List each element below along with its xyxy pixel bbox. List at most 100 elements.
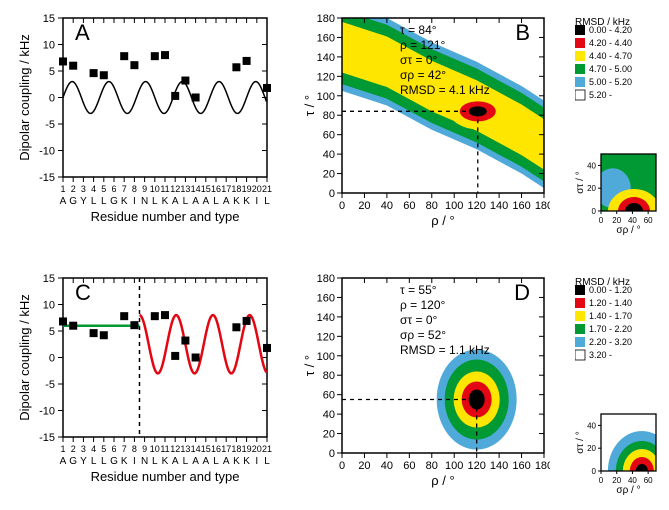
svg-text:40: 40 [381,200,393,212]
svg-text:G: G [110,196,118,207]
svg-text:0.00 - 4.20: 0.00 - 4.20 [589,25,632,35]
svg-text:A: A [202,196,209,207]
svg-text:40: 40 [628,476,637,485]
svg-text:9: 9 [142,184,147,194]
svg-text:1.20 - 1.40: 1.20 - 1.40 [589,298,632,308]
figure: -15-10-5051015Dipolar coupling / kHz1A2G… [0,0,669,510]
svg-text:L: L [213,456,219,467]
svg-text:-15: -15 [39,432,55,444]
svg-text:18: 18 [231,444,241,454]
svg-text:16: 16 [211,444,221,454]
svg-text:5.20 -: 5.20 - [589,90,612,100]
svg-text:160: 160 [512,200,530,212]
svg-text:100: 100 [445,460,463,472]
svg-text:B: B [515,20,530,45]
svg-text:100: 100 [317,351,335,363]
svg-text:G: G [69,456,77,467]
svg-text:RMSD = 1.1 kHz: RMSD = 1.1 kHz [400,343,490,357]
svg-text:-10: -10 [39,146,55,158]
svg-text:15: 15 [43,13,55,25]
svg-text:τ / °: τ / ° [302,95,317,116]
svg-text:Dipolar coupling / kHz: Dipolar coupling / kHz [17,294,32,420]
svg-text:0: 0 [599,476,604,485]
svg-text:2.20 - 3.20: 2.20 - 3.20 [589,337,632,347]
svg-text:K: K [121,456,128,467]
svg-text:σρ / °: σρ / ° [616,485,640,495]
svg-text:K: K [243,456,250,467]
svg-text:120: 120 [467,460,485,472]
svg-text:L: L [91,456,97,467]
svg-text:L: L [183,456,189,467]
svg-text:21: 21 [262,184,272,194]
svg-text:140: 140 [490,200,508,212]
svg-text:I: I [255,196,258,207]
svg-text:100: 100 [317,91,335,103]
svg-text:1: 1 [60,444,65,454]
svg-text:20: 20 [252,184,262,194]
svg-text:8: 8 [132,444,137,454]
svg-text:Residue number and type: Residue number and type [91,469,240,484]
svg-text:80: 80 [426,200,438,212]
svg-text:60: 60 [403,460,415,472]
svg-text:40: 40 [381,460,393,472]
svg-text:K: K [162,196,169,207]
svg-text:τ = 84°: τ = 84° [400,23,437,37]
svg-text:ρ / °: ρ / ° [431,473,454,488]
svg-text:40: 40 [587,161,596,170]
svg-text:ρ / °: ρ / ° [431,213,454,228]
svg-text:A: A [75,20,90,45]
svg-text:80: 80 [426,460,438,472]
svg-text:-15: -15 [39,172,55,184]
svg-text:40: 40 [323,149,335,161]
svg-text:0: 0 [49,93,55,105]
svg-text:12: 12 [170,444,180,454]
svg-text:ρ = 120°: ρ = 120° [400,298,446,312]
svg-text:A: A [172,196,179,207]
svg-text:120: 120 [467,200,485,212]
svg-text:4: 4 [91,444,96,454]
svg-text:Dipolar coupling / kHz: Dipolar coupling / kHz [17,34,32,160]
svg-text:A: A [223,196,230,207]
panel-d-legend: RMSD / kHz0.00 - 1.201.20 - 1.401.40 - 1… [575,275,660,375]
svg-text:16: 16 [211,184,221,194]
svg-text:13: 13 [180,184,190,194]
panel-d-inset: 020406002040σρ / °στ / ° [575,410,660,495]
svg-text:7: 7 [122,444,127,454]
svg-text:N: N [141,456,148,467]
svg-text:L: L [264,196,270,207]
svg-text:11: 11 [160,444,169,454]
svg-text:-10: -10 [39,406,55,418]
svg-text:L: L [101,196,107,207]
svg-text:7: 7 [122,184,127,194]
svg-text:3.20 -: 3.20 - [589,350,612,360]
svg-text:15: 15 [201,444,211,454]
svg-text:9: 9 [142,444,147,454]
svg-text:K: K [233,456,240,467]
svg-text:17: 17 [221,444,231,454]
svg-text:4: 4 [91,184,96,194]
svg-text:K: K [162,456,169,467]
svg-text:Residue number and type: Residue number and type [91,209,240,224]
svg-text:120: 120 [317,331,335,343]
svg-text:L: L [213,196,219,207]
svg-text:I: I [255,456,258,467]
svg-text:14: 14 [191,184,201,194]
svg-text:80: 80 [323,110,335,122]
svg-text:160: 160 [317,292,335,304]
svg-text:1: 1 [60,184,65,194]
svg-text:0: 0 [592,207,597,216]
svg-text:20: 20 [358,200,370,212]
svg-text:I: I [133,456,136,467]
svg-text:A: A [202,456,209,467]
svg-text:RMSD = 4.1 kHz: RMSD = 4.1 kHz [400,83,490,97]
svg-text:14: 14 [191,444,201,454]
svg-text:0: 0 [339,460,345,472]
svg-text:στ = 0°: στ = 0° [400,53,437,67]
svg-text:0: 0 [329,188,335,200]
svg-text:0: 0 [599,216,604,225]
svg-text:L: L [264,456,270,467]
svg-text:C: C [75,280,91,305]
svg-text:140: 140 [490,460,508,472]
svg-text:21: 21 [262,444,272,454]
svg-text:G: G [69,196,77,207]
